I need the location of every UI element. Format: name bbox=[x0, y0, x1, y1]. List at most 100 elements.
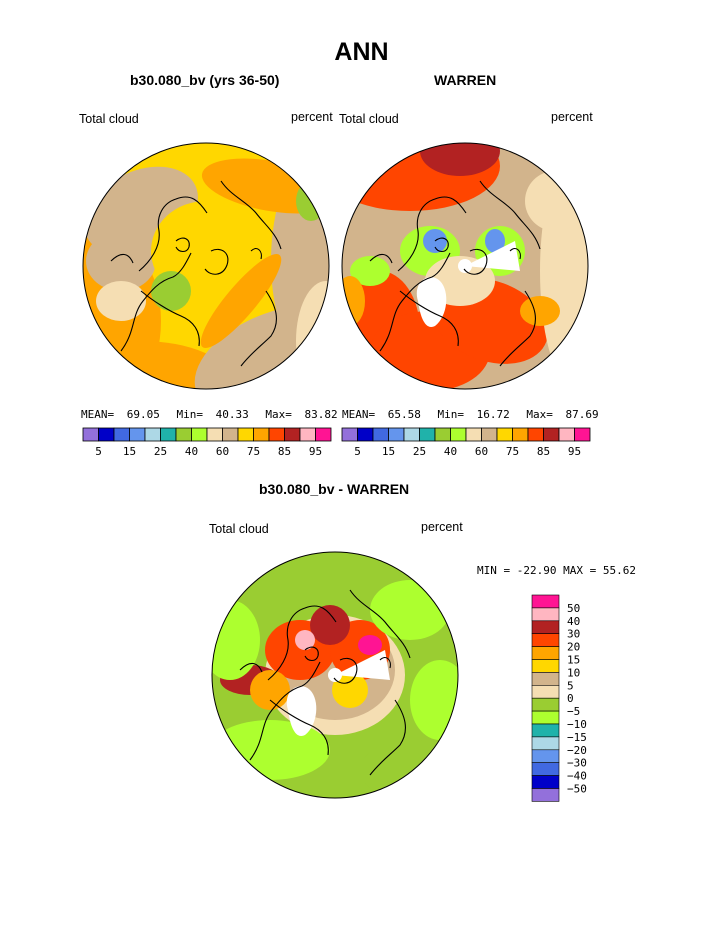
panel2-left-label: Total cloud bbox=[339, 112, 399, 126]
legend-label: 50 bbox=[567, 602, 580, 615]
legend-label: −50 bbox=[567, 783, 587, 796]
legend-label: −15 bbox=[567, 731, 587, 744]
legend-label: 20 bbox=[567, 641, 580, 654]
colorbar-swatch bbox=[237, 427, 254, 442]
colorbar-tick-label: 60 bbox=[216, 445, 229, 458]
legend-swatch bbox=[531, 710, 560, 725]
panel2-min-label: Min= bbox=[437, 408, 465, 421]
panel2-colorbar: 5 15 25 40 60 75 85 95 bbox=[341, 427, 591, 458]
colorbar-swatch bbox=[419, 427, 436, 442]
panel1-stats: MEAN= 69.05 Min= 40.33 Max= 83.82 bbox=[81, 408, 338, 421]
field-region bbox=[212, 600, 260, 680]
panel3-title: b30.080_bv - WARREN bbox=[259, 481, 410, 497]
colorbar-swatch bbox=[372, 427, 389, 442]
colorbar-tick-label: 85 bbox=[278, 445, 291, 458]
field-region bbox=[96, 281, 146, 321]
panel1-left-label: Total cloud bbox=[79, 112, 139, 126]
colorbar-swatch bbox=[496, 427, 513, 442]
coastline bbox=[369, 253, 393, 264]
colorbar-swatch bbox=[206, 427, 223, 442]
colorbar-swatch bbox=[543, 427, 560, 442]
legend-label: −10 bbox=[567, 718, 587, 731]
colorbar-swatch bbox=[403, 427, 420, 442]
coastline bbox=[204, 248, 229, 275]
colorbar-tick-label: 40 bbox=[185, 445, 198, 458]
panel3-range: MIN = -22.90 MAX = 55.62 bbox=[477, 564, 636, 577]
coastline bbox=[240, 290, 277, 367]
colorbar-swatch bbox=[574, 427, 591, 442]
coastline bbox=[140, 290, 200, 347]
legend-label: −30 bbox=[567, 757, 587, 770]
coastline bbox=[434, 237, 449, 253]
map-border bbox=[211, 551, 459, 799]
field-region bbox=[520, 296, 560, 326]
colorbar-swatch bbox=[175, 427, 192, 442]
panel1-unit-label: percent bbox=[291, 110, 333, 124]
colorbar-swatch bbox=[144, 427, 161, 442]
colorbar-swatch bbox=[315, 427, 332, 442]
coastline bbox=[509, 248, 521, 260]
missing-data-wedge bbox=[465, 241, 520, 271]
field-region bbox=[332, 672, 368, 708]
coastline bbox=[220, 180, 282, 250]
field-region bbox=[358, 635, 382, 655]
legend-label: −5 bbox=[567, 705, 580, 718]
coastline bbox=[304, 646, 319, 662]
legend-label: 30 bbox=[567, 628, 580, 641]
coastline bbox=[479, 180, 541, 250]
colorbar-tick-label: 15 bbox=[382, 445, 395, 458]
legend-label: 5 bbox=[567, 679, 574, 692]
colorbar-tick-label: 60 bbox=[475, 445, 488, 458]
panel2-max-value: 87.69 bbox=[565, 408, 599, 421]
panel2-title: WARREN bbox=[434, 72, 497, 88]
colorbar-tick-label: 15 bbox=[123, 445, 136, 458]
legend-swatch bbox=[531, 762, 560, 776]
pole-hole bbox=[458, 259, 472, 273]
field-region bbox=[485, 229, 505, 253]
coastline bbox=[138, 196, 208, 272]
legend-swatch bbox=[531, 646, 560, 660]
coastline bbox=[349, 589, 411, 659]
legend-label: 15 bbox=[567, 654, 580, 667]
colorbar-swatch bbox=[434, 427, 451, 442]
panel3-left-label: Total cloud bbox=[209, 522, 269, 536]
panel1-mean-label: MEAN= bbox=[81, 408, 115, 421]
page-title: ANN bbox=[334, 38, 389, 66]
legend-swatch bbox=[531, 749, 560, 764]
coastline bbox=[249, 661, 321, 761]
panel1-colorbar: 5 15 25 40 60 75 85 95 bbox=[82, 427, 332, 458]
coastline bbox=[269, 699, 329, 756]
colorbar-swatch bbox=[512, 427, 529, 442]
coastline bbox=[120, 252, 192, 352]
panel2-polar-map bbox=[341, 142, 589, 390]
coastline bbox=[267, 605, 337, 681]
panel1-min-value: 40.33 bbox=[215, 408, 249, 421]
legend-label: 40 bbox=[567, 615, 580, 628]
legend-swatch bbox=[531, 775, 560, 789]
colorbar-tick-label: 95 bbox=[568, 445, 581, 458]
colorbar-tick-label: 75 bbox=[506, 445, 519, 458]
colorbar-tick-label: 75 bbox=[247, 445, 260, 458]
colorbar-swatch bbox=[341, 427, 358, 442]
coastline bbox=[333, 657, 358, 684]
colorbar-swatch bbox=[160, 427, 177, 442]
colorbar-tick-label: 5 bbox=[354, 445, 361, 458]
colorbar-swatch bbox=[450, 427, 467, 442]
coastline bbox=[397, 196, 467, 272]
colorbar-swatch bbox=[299, 427, 316, 442]
colorbar-swatch bbox=[284, 427, 301, 442]
field-region bbox=[151, 271, 191, 311]
panel2-stats: MEAN= 65.58 Min= 16.72 Max= 87.69 bbox=[342, 408, 599, 421]
legend-swatch bbox=[531, 607, 560, 622]
panel2-unit-label: percent bbox=[551, 110, 593, 124]
colorbar-swatch bbox=[113, 427, 130, 442]
field-region bbox=[370, 580, 450, 640]
colorbar-tick-label: 95 bbox=[309, 445, 322, 458]
field-region bbox=[200, 254, 282, 348]
panel2-mean-value: 65.58 bbox=[387, 408, 421, 421]
legend-swatch bbox=[531, 659, 560, 673]
coastline bbox=[239, 662, 263, 673]
map-border bbox=[82, 142, 330, 390]
field-region bbox=[310, 605, 350, 645]
